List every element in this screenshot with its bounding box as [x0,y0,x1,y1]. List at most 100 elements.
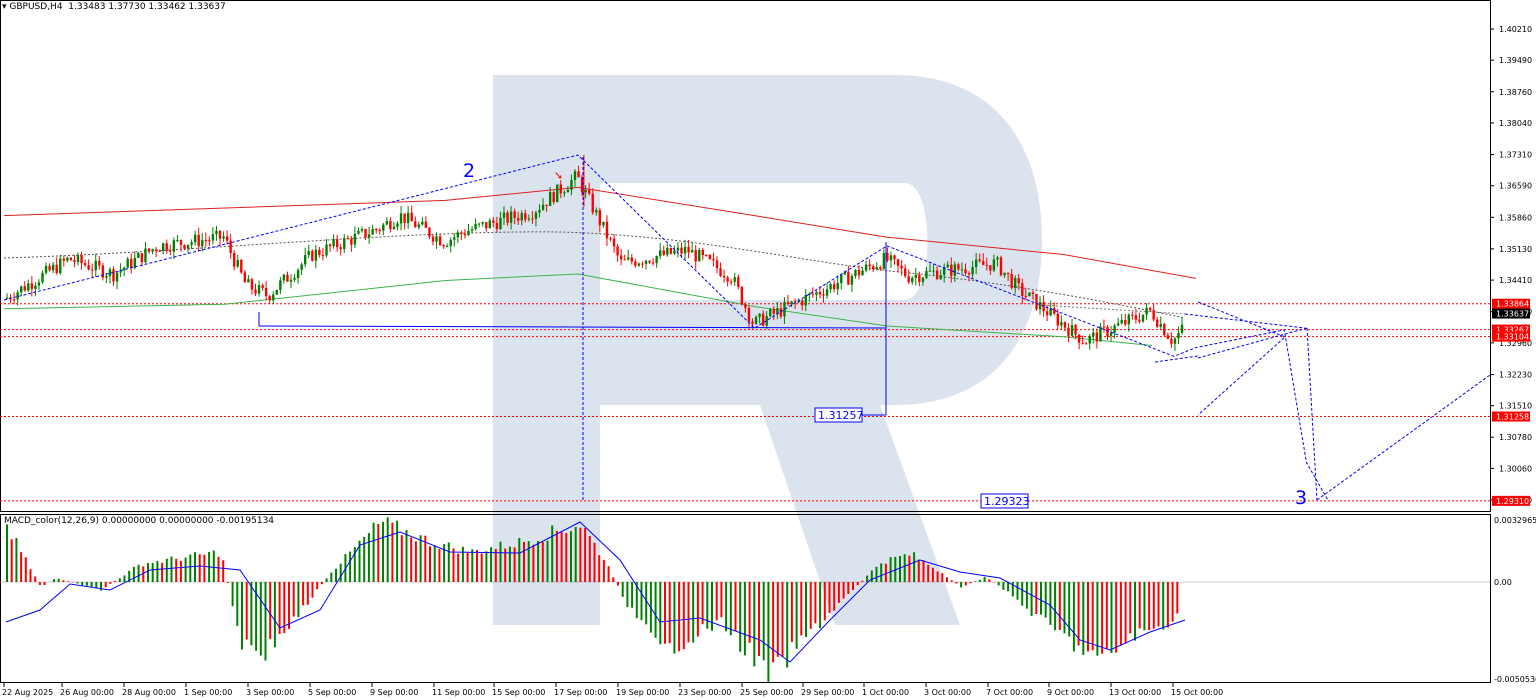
candle-body [201,240,204,247]
candle-body [495,222,499,230]
candle-body [463,233,467,236]
candle-body [815,291,818,295]
candle-body [186,244,190,249]
candle-body [126,258,129,268]
candle-body [875,267,878,270]
macd-bar [250,582,253,646]
symbol-header: ▾ GBPUSD,H4 1.33483 1.37730 1.33462 1.33… [2,2,226,12]
macd-bar [617,582,619,586]
candle-body [705,255,708,257]
macd-bar [1016,582,1019,600]
macd-bar [922,560,925,582]
candle-body [737,277,740,287]
level-tag-label: 1.33104 [1496,333,1529,342]
macd-bar [38,582,41,586]
macd-bar [382,521,384,582]
macd-bar [537,541,540,582]
time-tick-label: 28 Aug 00:00 [122,688,176,697]
macd-bar [1171,582,1174,622]
macd-bar [1030,582,1033,616]
macd-bar [983,576,986,582]
candle-body [925,271,928,278]
macd-bar [767,582,770,682]
macd-bar [438,549,441,582]
macd-bar [758,582,760,656]
candle-body [701,249,704,256]
macd-bar [884,563,887,582]
moving-averages [3,186,1197,346]
candle-body [1006,272,1010,275]
candle-body [602,221,605,226]
candle-body [119,270,122,273]
candle-body [591,193,594,213]
macd-bar [292,582,295,617]
macd-bar [936,571,939,582]
macd-bar [1058,582,1061,630]
macd-bar [1077,582,1080,646]
macd-bar [790,582,793,643]
candle-body [332,239,335,247]
price-tick-label: 1.35130 [1499,245,1532,254]
candle-body [634,261,637,266]
macd-bar [1119,582,1122,646]
candle-body [197,234,200,247]
level-tag [1492,495,1530,506]
candle-body [1138,319,1141,322]
macd-axis-label: -0.0050536 [1494,675,1536,684]
candle-body [91,269,94,271]
macd-bar [673,582,676,654]
candle-body [1042,302,1045,312]
candle-body [140,253,144,263]
macd-bar [57,578,60,582]
candle-body [967,273,971,275]
macd-bar [457,553,460,582]
macd-bar [960,582,963,588]
macd-bar [964,582,967,586]
candle-body [204,240,207,242]
candle-body [37,282,41,286]
macd-bar [81,582,84,586]
time-tick-label: 15 Oct 00:00 [1171,688,1223,697]
candle-body [996,257,999,260]
macd-bar [546,540,549,582]
candle-body [211,234,215,241]
candle-body [66,257,69,261]
candle-body [1177,332,1180,339]
candle-body [59,258,62,274]
candle-body [1145,307,1148,315]
candle-body [676,247,680,251]
candle-body [953,264,957,276]
candle-body [5,297,9,299]
time-tick-label: 25 Sep 00:00 [740,688,793,697]
macd-bar [931,567,934,582]
time-tick-label: 22 Aug 2025 [2,688,53,697]
macd-bar [1162,582,1165,630]
macd-bar [847,582,850,594]
candle-body [296,269,300,278]
macd-bar [635,582,638,619]
candle-body [1159,324,1162,327]
candle-body [619,255,623,260]
macd-bar [696,582,699,637]
macd-bar [203,554,206,582]
candle-body [325,244,328,256]
macd-bar [1087,582,1089,652]
candle-body [183,244,186,249]
macd-bar [762,582,765,661]
macd-bar [753,582,756,667]
candle-body [279,280,282,290]
candle-body [406,212,410,224]
macd-bar [1148,582,1151,631]
price-tick-label: 1.34410 [1499,276,1532,285]
macd-bar [508,546,511,582]
macd-bar [711,582,713,631]
candle-body [804,295,807,306]
candle-body [907,276,910,283]
candle-body [1014,278,1017,289]
macd-bar [1101,582,1104,654]
macd-bar [908,555,911,582]
candle-body [87,265,90,270]
candle-body [492,220,495,223]
candle-body [1060,322,1063,326]
